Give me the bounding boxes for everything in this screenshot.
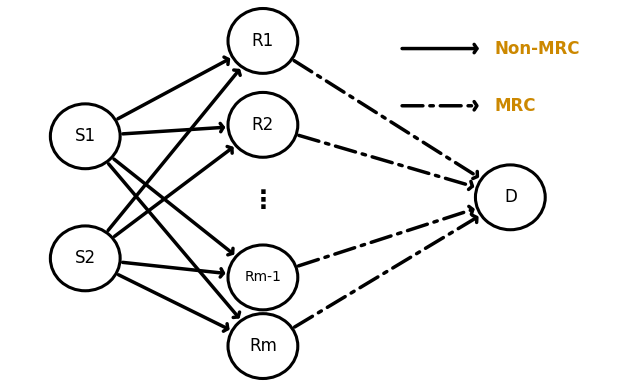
Text: Rm: Rm — [249, 337, 277, 355]
Ellipse shape — [51, 104, 120, 169]
Text: S2: S2 — [75, 249, 96, 267]
Ellipse shape — [476, 165, 545, 230]
Ellipse shape — [51, 226, 120, 291]
Text: MRC: MRC — [495, 97, 536, 115]
Text: D: D — [504, 188, 516, 206]
Ellipse shape — [228, 313, 298, 378]
Ellipse shape — [228, 92, 298, 157]
Text: S1: S1 — [75, 127, 96, 145]
Ellipse shape — [228, 9, 298, 74]
Ellipse shape — [228, 245, 298, 310]
Text: R2: R2 — [252, 116, 274, 134]
Text: Rm-1: Rm-1 — [244, 271, 282, 284]
Text: ⋮: ⋮ — [250, 189, 275, 213]
Text: Non-MRC: Non-MRC — [495, 39, 580, 58]
Text: R1: R1 — [252, 32, 274, 50]
